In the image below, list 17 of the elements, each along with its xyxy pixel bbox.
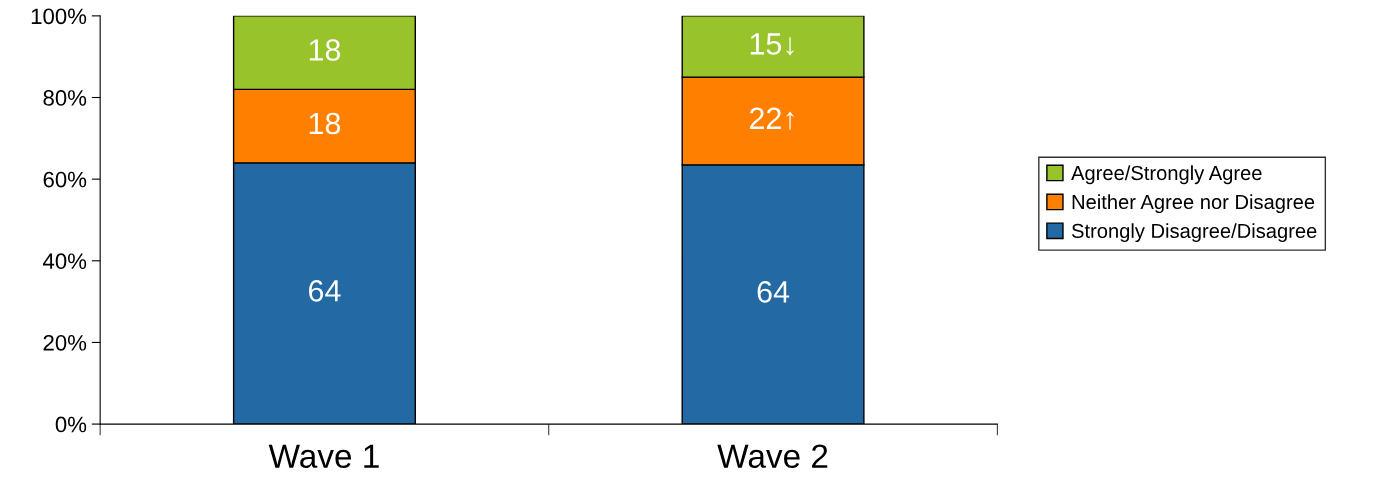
y-tick-label: 40% (42, 253, 87, 270)
data-label: 22↑ (749, 107, 794, 130)
data-label: 15↓ (750, 33, 794, 56)
y-tick-label: 80% (43, 90, 87, 106)
data-label: 64 (757, 281, 790, 303)
legend-label: Agree/Strongly Agree (1071, 165, 1262, 185)
legend-label: Strongly Disagree/Disagree (1071, 223, 1317, 243)
data-label: 18 (309, 39, 341, 61)
x-tick-label: Wave 2 (717, 444, 828, 469)
x-tick-label: Wave 1 (268, 444, 379, 469)
y-tick-label: 60% (43, 171, 87, 188)
data-label: 18 (309, 112, 341, 135)
y-tick-label: 20% (43, 334, 87, 351)
y-tick-label: 0% (55, 416, 87, 433)
y-tick-label: 100% (31, 8, 87, 25)
legend-label: Neither Agree nor Disagree (1072, 194, 1315, 214)
data-label: 64 (309, 280, 341, 302)
